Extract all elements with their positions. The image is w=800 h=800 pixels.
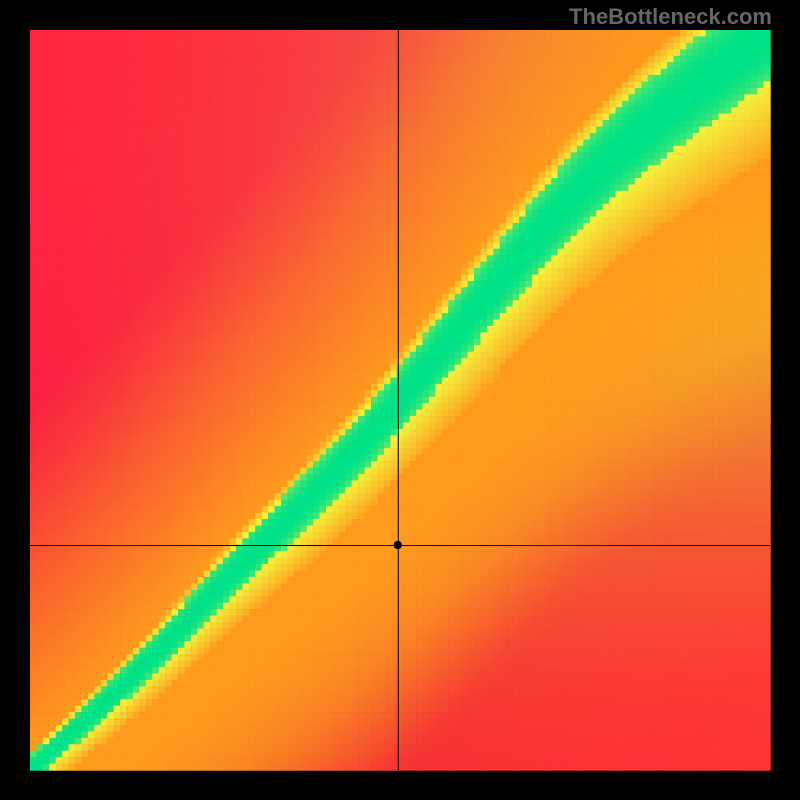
bottleneck-heatmap [0, 0, 800, 800]
chart-container: TheBottleneck.com [0, 0, 800, 800]
watermark-text: TheBottleneck.com [569, 4, 772, 30]
